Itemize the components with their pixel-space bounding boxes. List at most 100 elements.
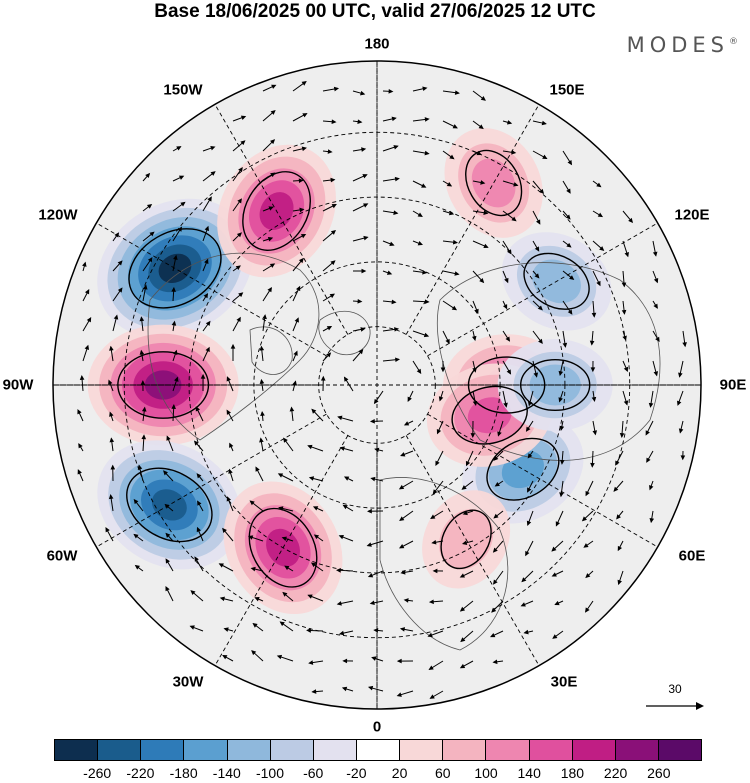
wind-arrow <box>492 659 504 665</box>
wind-arrow <box>310 562 324 572</box>
wind-arrow <box>219 596 234 602</box>
wind-arrow <box>399 627 414 632</box>
wind-arrow <box>247 535 264 542</box>
colorbar-swatch <box>529 740 573 760</box>
wind-arrow <box>322 260 336 272</box>
wind-arrow <box>412 150 430 156</box>
colorbar-tick-label: 20 <box>391 765 408 781</box>
wind-arrow <box>202 145 216 152</box>
wind-arrow <box>472 360 477 373</box>
wind-arrow <box>459 570 474 578</box>
wind-arrow <box>163 470 174 482</box>
wind-arrow <box>202 196 212 212</box>
wind-arrow <box>532 270 540 279</box>
wind-arrow <box>400 570 414 575</box>
wind-arrow <box>172 146 182 152</box>
wind-arrow <box>646 450 654 463</box>
wind-arrow <box>382 89 394 94</box>
wind-arrow <box>202 320 211 332</box>
colorbar-swatch <box>443 740 487 760</box>
colorbar-swatch <box>313 740 357 760</box>
meridian <box>96 413 327 548</box>
height-contours <box>117 149 591 588</box>
wind-arrow <box>254 597 264 602</box>
wind-arrow <box>141 406 147 422</box>
wind-arrow <box>171 404 176 422</box>
polar-map[interactable] <box>0 0 750 735</box>
wind-arrow <box>382 145 399 152</box>
colorbar-tick-label: 60 <box>435 765 451 781</box>
wind-arrow <box>278 506 294 512</box>
wind-arrow <box>403 598 414 603</box>
wind-arrow <box>142 231 155 242</box>
coastline <box>437 262 661 461</box>
wind-arrow <box>171 286 176 302</box>
wind-arrow <box>311 408 324 422</box>
wind-arrow <box>551 540 564 552</box>
wind-arrow <box>442 239 458 245</box>
height-contour <box>523 252 590 310</box>
coastline <box>318 311 371 356</box>
anomaly-level <box>158 253 192 284</box>
wind-arrow <box>229 442 234 452</box>
wind-arrow <box>172 201 186 212</box>
wind-arrow <box>592 240 605 252</box>
wind-arrow <box>562 270 575 281</box>
wind-arrow <box>251 650 264 662</box>
wind-arrow <box>382 176 400 182</box>
wind-arrow <box>108 494 114 512</box>
height-contour <box>248 507 318 588</box>
wind-arrow <box>465 450 474 467</box>
wind-arrow <box>471 330 477 342</box>
meridian <box>427 413 658 548</box>
height-contour <box>126 467 213 543</box>
wind-arrow <box>396 658 414 664</box>
wind-arrow <box>430 510 444 520</box>
wind-arrow <box>678 360 684 378</box>
wind-arrow <box>79 375 85 392</box>
brand-logo: MODES® <box>626 33 738 57</box>
wind-arrow <box>490 630 504 638</box>
wind-arrow <box>232 316 241 332</box>
wind-arrow <box>232 198 242 212</box>
wind-arrow <box>562 240 572 248</box>
wind-arrow <box>472 210 489 215</box>
wind-arrow <box>322 326 333 332</box>
wind-arrow <box>262 314 267 332</box>
wind-arrow <box>352 174 368 182</box>
wind-arrow <box>341 686 354 692</box>
wind-arrow <box>502 149 517 155</box>
colorbar-tick-label: -180 <box>169 765 198 781</box>
wind-arrow <box>223 627 234 632</box>
wind-arrow <box>292 285 301 302</box>
wind-arrow <box>339 446 354 452</box>
wind-arrow <box>202 225 210 242</box>
wind-arrow <box>442 270 460 276</box>
wind-arrow <box>141 434 147 452</box>
wind-arrow <box>322 149 333 154</box>
colorbar-tick-label: 260 <box>647 765 671 781</box>
wind-arrow <box>142 172 151 182</box>
wind-arrow <box>137 464 144 482</box>
wind-arrow <box>172 349 178 362</box>
colorbar-swatch <box>400 740 444 760</box>
wind-arrow <box>432 568 444 574</box>
wind-arrow <box>292 317 299 332</box>
wind-arrow <box>680 450 686 461</box>
wind-arrow <box>554 600 564 606</box>
wind-arrow <box>502 210 517 222</box>
wind-arrow <box>622 360 629 373</box>
wind-arrow <box>262 206 274 212</box>
wind-arrow <box>584 600 594 613</box>
wind-arrow <box>462 540 474 545</box>
wind-arrow <box>520 600 534 607</box>
wind-arrow <box>585 480 594 497</box>
wind-arrow <box>616 510 624 520</box>
wind-arrow <box>677 390 684 406</box>
wind-arrow <box>112 287 123 302</box>
wind-arrow <box>109 411 114 422</box>
wind-arrow <box>367 685 384 692</box>
wind-arrow <box>532 360 539 378</box>
wind-arrow <box>592 210 604 218</box>
height-contour <box>465 149 523 217</box>
